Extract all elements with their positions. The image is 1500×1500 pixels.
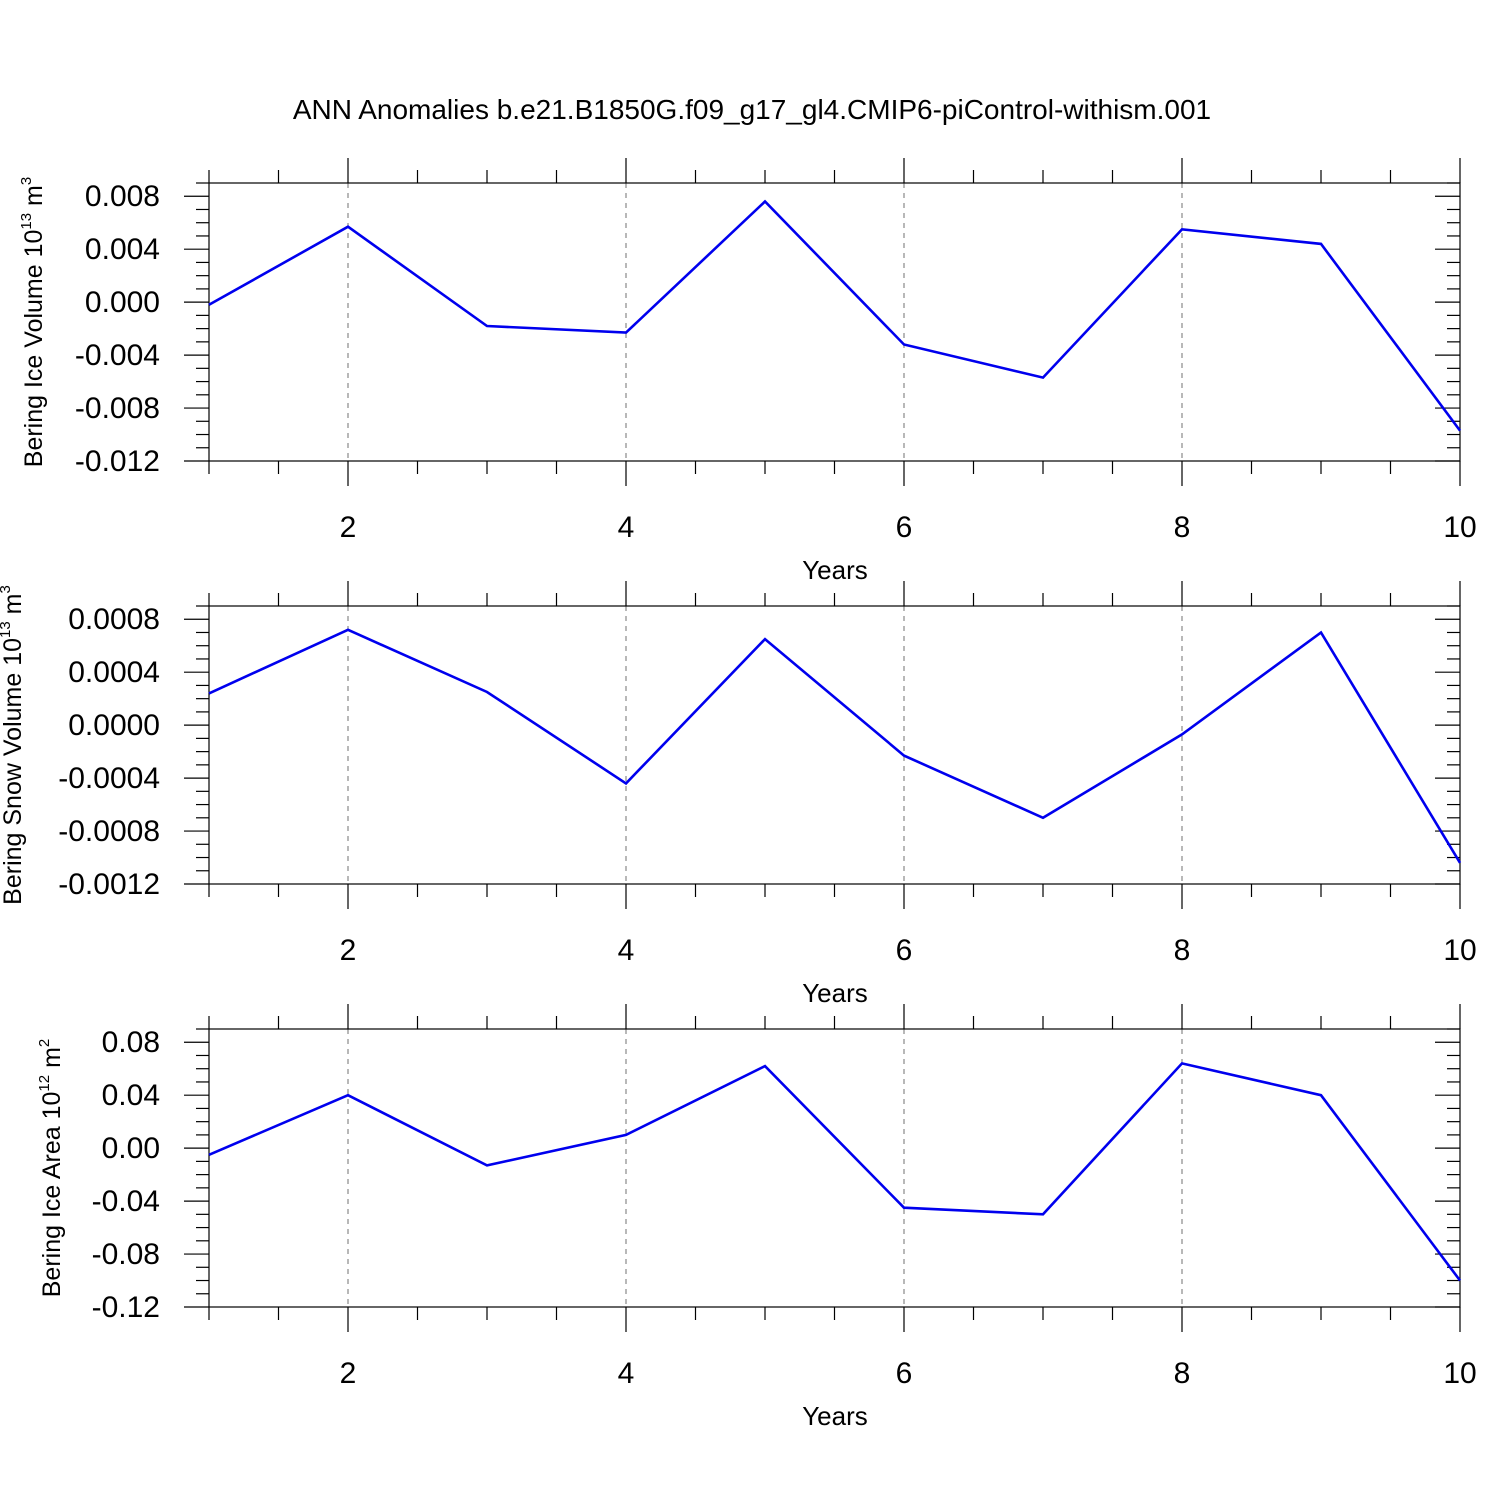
y-tick-label: -0.0008 [58,815,160,848]
y-axis-title: Bering Snow Volume 1013 m3 [0,585,27,905]
y-tick-label: 0.008 [85,180,160,213]
plot-frame [208,605,1461,885]
x-tick-label: 6 [896,1357,913,1390]
x-tick-label: 4 [618,511,635,544]
plot-frame [208,182,1461,462]
chart-panel-3: -0.12 -0.08 -0.04 0.00 0.04 0.08 2 4 6 8 10 Years Be… [36,1004,1477,1431]
x-axis-title: Years [802,1401,868,1431]
x-tick-label: 10 [1443,511,1476,544]
y-tick-label: -0.004 [75,339,160,372]
y-tick-label: -0.12 [92,1291,160,1324]
x-tick-label: 2 [340,511,357,544]
x-tick-label: 8 [1174,511,1191,544]
series-line [208,199,1462,432]
series-line [208,628,1462,864]
y-tick-label: 0.0008 [68,603,160,636]
y-axis-title: Bering Ice Volume 1013 m3 [18,177,48,467]
y-tick-label: -0.008 [75,392,160,425]
y-tick-label: 0.0004 [68,656,160,689]
y-tick-label: -0.04 [92,1185,160,1218]
y-axis-title: Bering Ice Area 1012 m2 [36,1039,66,1298]
x-tick-label: 2 [340,1357,357,1390]
y-tick-label: -0.0004 [58,762,160,795]
y-tick-label: 0.00 [102,1132,160,1165]
chart-panel-2: -0.0012 -0.0008 -0.0004 0.0000 0.0004 0.0008 2… [0,581,1477,1008]
x-tick-label: 6 [896,934,913,967]
y-tick-label: 0.0000 [68,709,160,742]
y-tick-label: 0.04 [102,1079,160,1112]
y-tick-label: -0.0012 [58,868,160,901]
x-axis-title: Years [802,978,868,1008]
chart-panel-1: -0.012 -0.008 -0.004 0.000 0.004 0.008 2 4 6 8 10 Y… [18,158,1477,585]
y-tick-label: 0.000 [85,286,160,319]
series-line [208,1061,1462,1282]
y-tick-label: -0.012 [75,445,160,478]
x-tick-label: 10 [1443,1357,1476,1390]
x-axis-title: Years [802,555,868,585]
x-tick-label: 10 [1443,934,1476,967]
x-tick-label: 4 [618,934,635,967]
x-tick-label: 6 [896,511,913,544]
y-tick-label: 0.004 [85,233,160,266]
y-tick-label: -0.08 [92,1238,160,1271]
x-tick-label: 4 [618,1357,635,1390]
y-tick-label: 0.08 [102,1026,160,1059]
x-tick-label: 2 [340,934,357,967]
chart-title: ANN Anomalies b.e21.B1850G.f09_g17_gl4.C… [293,94,1211,125]
x-tick-label: 8 [1174,1357,1191,1390]
x-tick-label: 8 [1174,934,1191,967]
plot-frame [208,1028,1461,1308]
